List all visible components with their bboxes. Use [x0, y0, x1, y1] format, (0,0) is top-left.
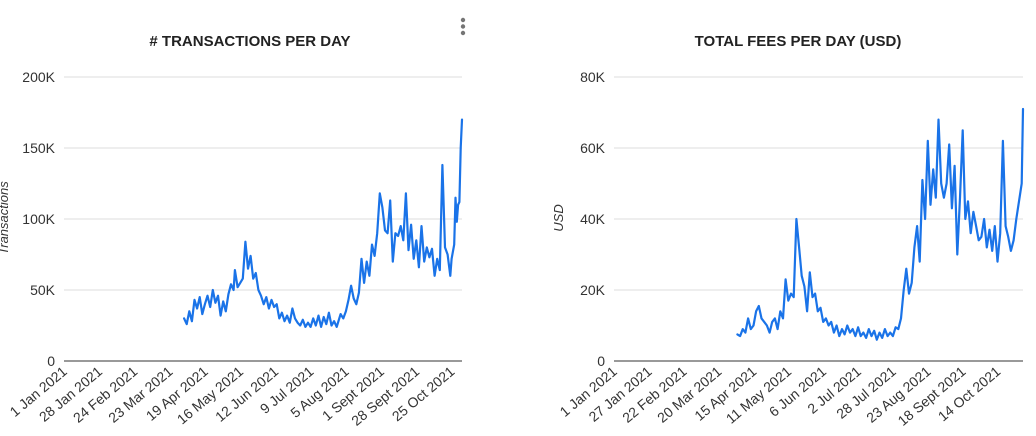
y-tick-label: 150K — [22, 140, 55, 156]
y-tick-label: 20K — [580, 282, 606, 298]
y-tick-label: 200K — [22, 69, 55, 85]
transactions-chart: # TRANSACTIONS PER DAY Transactions 0 50K… — [0, 33, 464, 429]
y-tick-label: 60K — [580, 140, 606, 156]
y-tick-label: 50K — [30, 282, 56, 298]
series-line — [736, 107, 1025, 341]
y-tick-label: 100K — [22, 211, 55, 227]
y-axis-label: USD — [551, 204, 566, 231]
more-vert-icon[interactable] — [455, 16, 471, 38]
y-tick-label: 0 — [597, 353, 605, 369]
y-tick-label: 0 — [47, 353, 55, 369]
fees-chart: TOTAL FEES PER DAY (USD) USD 0 20K 40K 60K 8… — [551, 33, 1025, 429]
series-line — [183, 118, 464, 328]
chart-title: # TRANSACTIONS PER DAY — [149, 33, 350, 50]
chart-title: TOTAL FEES PER DAY (USD) — [695, 33, 902, 50]
y-tick-label: 40K — [580, 211, 606, 227]
y-axis-label: Transactions — [0, 181, 11, 255]
y-tick-label: 80K — [580, 69, 606, 85]
